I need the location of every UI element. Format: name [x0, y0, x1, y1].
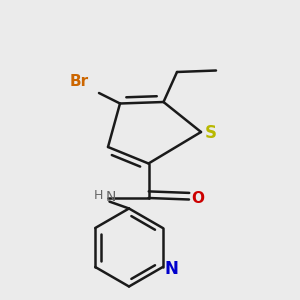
Text: Br: Br: [70, 74, 89, 88]
Text: O: O: [191, 191, 204, 206]
Text: S: S: [205, 124, 217, 142]
Text: N: N: [106, 190, 116, 204]
Text: H: H: [94, 189, 103, 202]
Text: N: N: [165, 260, 179, 278]
